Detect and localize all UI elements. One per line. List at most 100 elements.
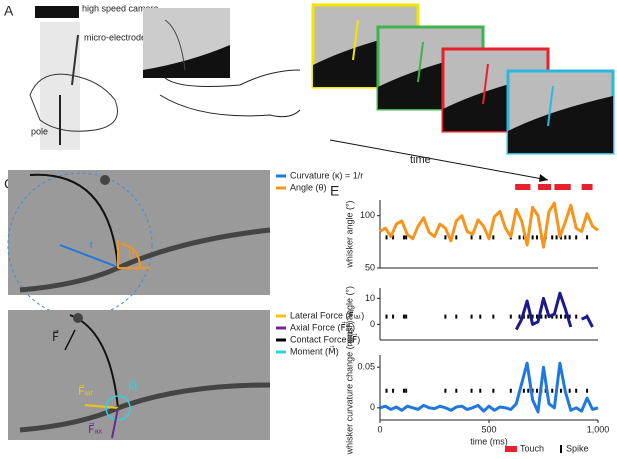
spike [492, 314, 495, 319]
spike [385, 235, 388, 240]
spike [392, 314, 395, 319]
spike [535, 235, 538, 240]
legend-label: Contact Force (F⃗) [290, 334, 360, 345]
spike [392, 235, 395, 240]
arrow-head [539, 174, 548, 182]
whisker-outline [159, 94, 301, 118]
spike [568, 235, 571, 240]
tracked-whisker [482, 63, 489, 105]
spike [527, 388, 530, 393]
spike [575, 388, 578, 393]
legend-label: Curvature (κ) = 1/r [290, 170, 363, 180]
spike [555, 235, 558, 240]
touch-bar [515, 184, 531, 190]
legend-label: Moment (M⃗) [290, 346, 339, 357]
time-arrow [329, 139, 549, 181]
panel-label: A [4, 3, 14, 19]
axial-label: F⃗ₐₓ [88, 422, 102, 436]
spike [518, 235, 521, 240]
face-silhouette [508, 96, 613, 153]
pole-shape [19, 382, 271, 433]
force-label: F⃗ [52, 329, 59, 344]
lateral-arrow [84, 404, 119, 409]
spike [551, 235, 554, 240]
lateral-label: F⃗ₗₐₜ [78, 384, 94, 398]
curvature-diagram [8, 170, 270, 295]
legend-swatch [560, 445, 562, 453]
tracked-whisker [417, 41, 424, 83]
spike [555, 314, 558, 319]
spike [444, 235, 447, 240]
spike [492, 388, 495, 393]
pole-label: pole [31, 126, 48, 136]
time-label: time [410, 154, 431, 166]
spike [455, 388, 458, 393]
mouse [29, 73, 118, 132]
spike [509, 314, 512, 319]
follicle [73, 313, 83, 323]
series-line [379, 201, 599, 249]
spike [402, 388, 405, 393]
y-tick-label: 0 [370, 319, 375, 329]
spike [405, 235, 408, 240]
spike [544, 314, 547, 319]
spike [402, 314, 405, 319]
spike [568, 388, 571, 393]
spike [564, 235, 567, 240]
touch-bar [581, 184, 593, 190]
spike [402, 235, 405, 240]
legend-label: Axial Force (F⃗ₐₓ) [290, 322, 355, 333]
spike [522, 388, 525, 393]
spike [385, 314, 388, 319]
spike [444, 314, 447, 319]
face-silhouette [143, 45, 230, 78]
spike [575, 314, 578, 319]
axial-arrow [111, 407, 119, 439]
follicle [100, 175, 110, 185]
whisker [164, 19, 186, 71]
spike [385, 388, 388, 393]
angle-label: θ [128, 247, 135, 261]
spike [540, 314, 543, 319]
spike [444, 388, 447, 393]
spike [479, 314, 482, 319]
y-tick-label: 0.05 [357, 362, 375, 372]
series-line [514, 291, 594, 331]
whisker-outline [164, 69, 301, 87]
curvature-circle [7, 172, 153, 318]
spike [586, 388, 589, 393]
force-arrow [64, 329, 76, 351]
legend-swatch [505, 446, 517, 452]
spike [518, 314, 521, 319]
spike [392, 388, 395, 393]
panel-label: E [330, 183, 339, 199]
y-tick-label: 10 [365, 293, 375, 303]
spike [479, 388, 482, 393]
y-axis-label: whisker curvature change (mm⁻¹) [344, 321, 354, 456]
touch-bar [538, 184, 552, 190]
y-axis-label: push angle (°) [344, 286, 354, 342]
x-axis-label: time (ms) [470, 436, 508, 446]
spike [568, 314, 571, 319]
whisker [29, 173, 119, 269]
spike [564, 314, 567, 319]
spike [535, 314, 538, 319]
spike [509, 388, 512, 393]
x-tick-label: 500 [481, 424, 496, 434]
moment-arc [105, 395, 131, 421]
spike [405, 314, 408, 319]
radius [59, 244, 116, 267]
spike [586, 235, 589, 240]
spike [405, 388, 408, 393]
tracked-whisker [352, 19, 359, 61]
electrode-array [71, 34, 79, 86]
spike [531, 314, 534, 319]
series-line [379, 361, 599, 414]
legend-label: Spike [566, 443, 589, 453]
spike [531, 235, 534, 240]
spike [527, 314, 530, 319]
force-diagram [8, 310, 270, 440]
tracked-whisker [547, 85, 554, 127]
spike [479, 235, 482, 240]
